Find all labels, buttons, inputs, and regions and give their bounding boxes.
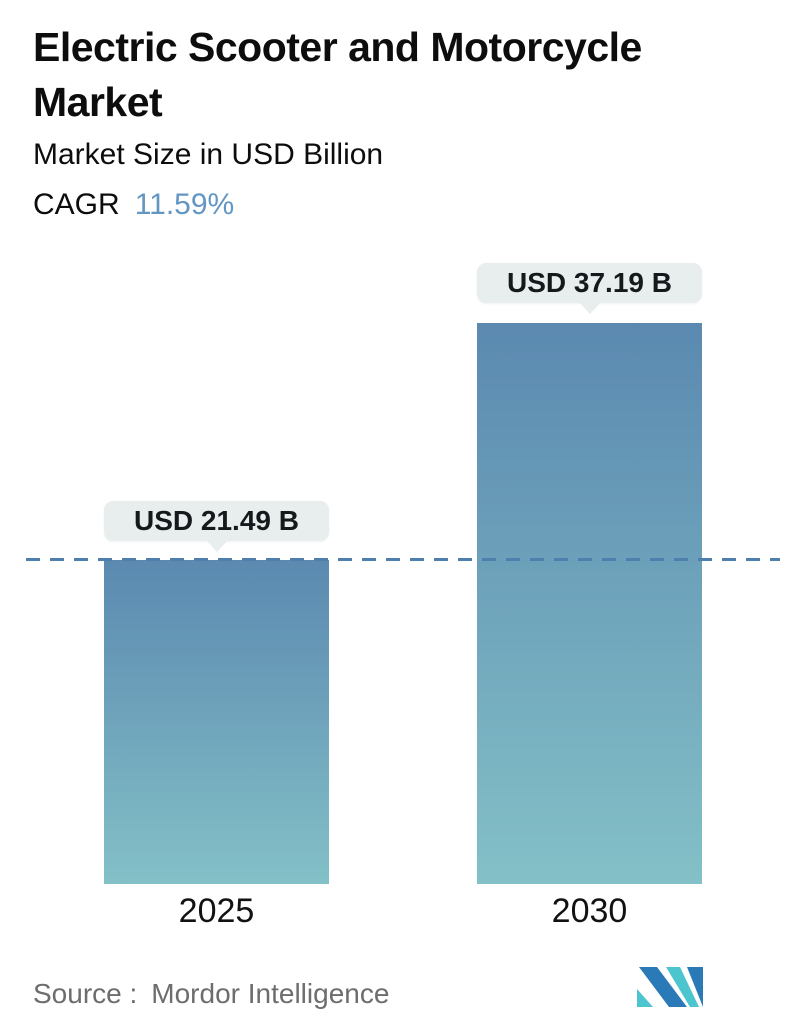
value-bubble-2030: USD 37.19 B: [477, 263, 702, 314]
source-attribution: Source : Mordor Intelligence: [33, 978, 389, 1010]
value-label-2030: USD 37.19 B: [507, 267, 672, 298]
cagr-row: CAGR 11.59%: [33, 188, 234, 222]
cagr-label: CAGR: [33, 188, 120, 221]
mordor-intelligence-logo: [637, 967, 703, 1007]
cagr-value: 11.59%: [134, 188, 235, 221]
value-label-2025: USD 21.49 B: [134, 505, 299, 536]
bubble-pointer-icon: [578, 302, 601, 314]
x-axis-label-2025: 2025: [178, 892, 255, 930]
source-label: Source :: [33, 978, 138, 1009]
bubble-pointer-icon: [205, 540, 228, 552]
value-bubble-2025: USD 21.49 B: [104, 501, 329, 552]
bar-2030: [477, 323, 702, 884]
x-axis-label-2030: 2030: [551, 892, 628, 930]
cagr-reference-line: [26, 558, 780, 561]
source-value: Mordor Intelligence: [151, 978, 390, 1009]
chart-subtitle: Market Size in USD Billion: [33, 138, 384, 171]
page-title: Electric Scooter and Motorcycle Market: [33, 24, 642, 125]
bar-2025: [104, 560, 329, 884]
